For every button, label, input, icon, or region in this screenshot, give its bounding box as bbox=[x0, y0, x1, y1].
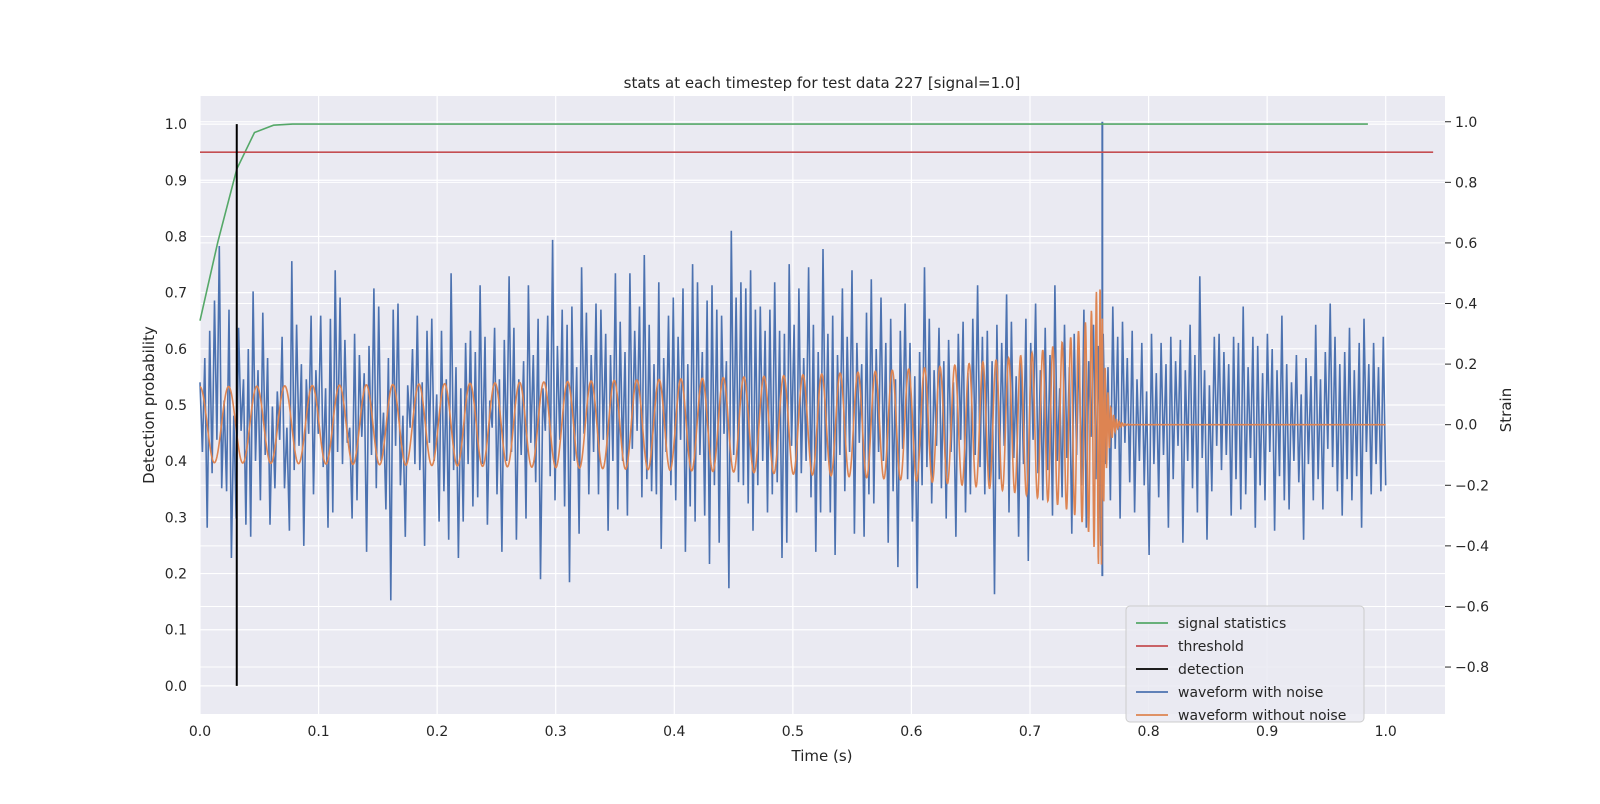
legend-label: threshold bbox=[1178, 639, 1244, 655]
y-axis-label: Detection probability bbox=[140, 326, 158, 484]
x-tick-label: 0.8 bbox=[1137, 724, 1159, 740]
y2-tick-label: 0.4 bbox=[1455, 297, 1477, 313]
y2-tick-label: 0.0 bbox=[1455, 418, 1477, 434]
y-tick-label: 0.9 bbox=[165, 173, 187, 189]
y2-axis-label: Strain bbox=[1497, 388, 1515, 432]
y-tick-label: 0.0 bbox=[165, 679, 187, 695]
x-tick-label: 0.0 bbox=[189, 724, 211, 740]
y-tick-label: 0.6 bbox=[165, 342, 187, 358]
y-tick-label: 0.1 bbox=[165, 623, 187, 639]
x-tick-label: 0.9 bbox=[1256, 724, 1278, 740]
x-tick-label: 0.6 bbox=[900, 724, 922, 740]
y-tick-label: 0.3 bbox=[165, 510, 187, 526]
y2-tick-label: 0.2 bbox=[1455, 357, 1477, 373]
x-tick-label: 0.7 bbox=[1019, 724, 1041, 740]
y-tick-label: 0.5 bbox=[165, 398, 187, 414]
y2-tick-label: −0.2 bbox=[1455, 478, 1489, 494]
legend-label: waveform without noise bbox=[1178, 708, 1346, 724]
ticks: 0.0 0.1 0.2 0.3 0.4 0.5 0.6 0.7 0.8 0.9 1.0 0.0 0.1 0… bbox=[165, 115, 1489, 740]
y2-tick-label: 0.8 bbox=[1455, 175, 1477, 191]
chart-title: stats at each timestep for test data 227… bbox=[624, 74, 1021, 92]
series-waveform-without-noise bbox=[199, 289, 1386, 565]
y2-tick-label: −0.8 bbox=[1455, 660, 1489, 676]
y-tick-label: 0.2 bbox=[165, 567, 187, 583]
legend-label: signal statistics bbox=[1178, 616, 1286, 632]
y-tick-label: 0.4 bbox=[165, 454, 187, 470]
legend-label: waveform with noise bbox=[1178, 685, 1323, 701]
y2-tick-label: 1.0 bbox=[1455, 115, 1477, 131]
x-tick-label: 0.3 bbox=[545, 724, 567, 740]
series-signal-statistics bbox=[199, 123, 1368, 321]
y-tick-label: 0.8 bbox=[165, 229, 187, 245]
x-tick-label: 0.4 bbox=[663, 724, 685, 740]
y-tick-label: 0.7 bbox=[165, 286, 187, 302]
x-axis-label: Time (s) bbox=[791, 747, 853, 765]
series-waveform-with-noise bbox=[199, 230, 1387, 601]
legend-label: detection bbox=[1178, 662, 1244, 678]
y2-tick-label: 0.6 bbox=[1455, 236, 1477, 252]
legend-box bbox=[1125, 605, 1365, 723]
x-tick-label: 1.0 bbox=[1375, 724, 1397, 740]
x-tick-label: 0.2 bbox=[426, 724, 448, 740]
y2-tick-label: −0.4 bbox=[1455, 539, 1489, 555]
x-tick-label: 0.1 bbox=[307, 724, 329, 740]
x-tick-label: 0.5 bbox=[782, 724, 804, 740]
plot-lines bbox=[199, 121, 1434, 686]
legend: signal statistics threshold detection wavef… bbox=[1125, 605, 1365, 724]
y2-tick-label: −0.6 bbox=[1455, 599, 1489, 615]
y-tick-label: 1.0 bbox=[165, 117, 187, 133]
